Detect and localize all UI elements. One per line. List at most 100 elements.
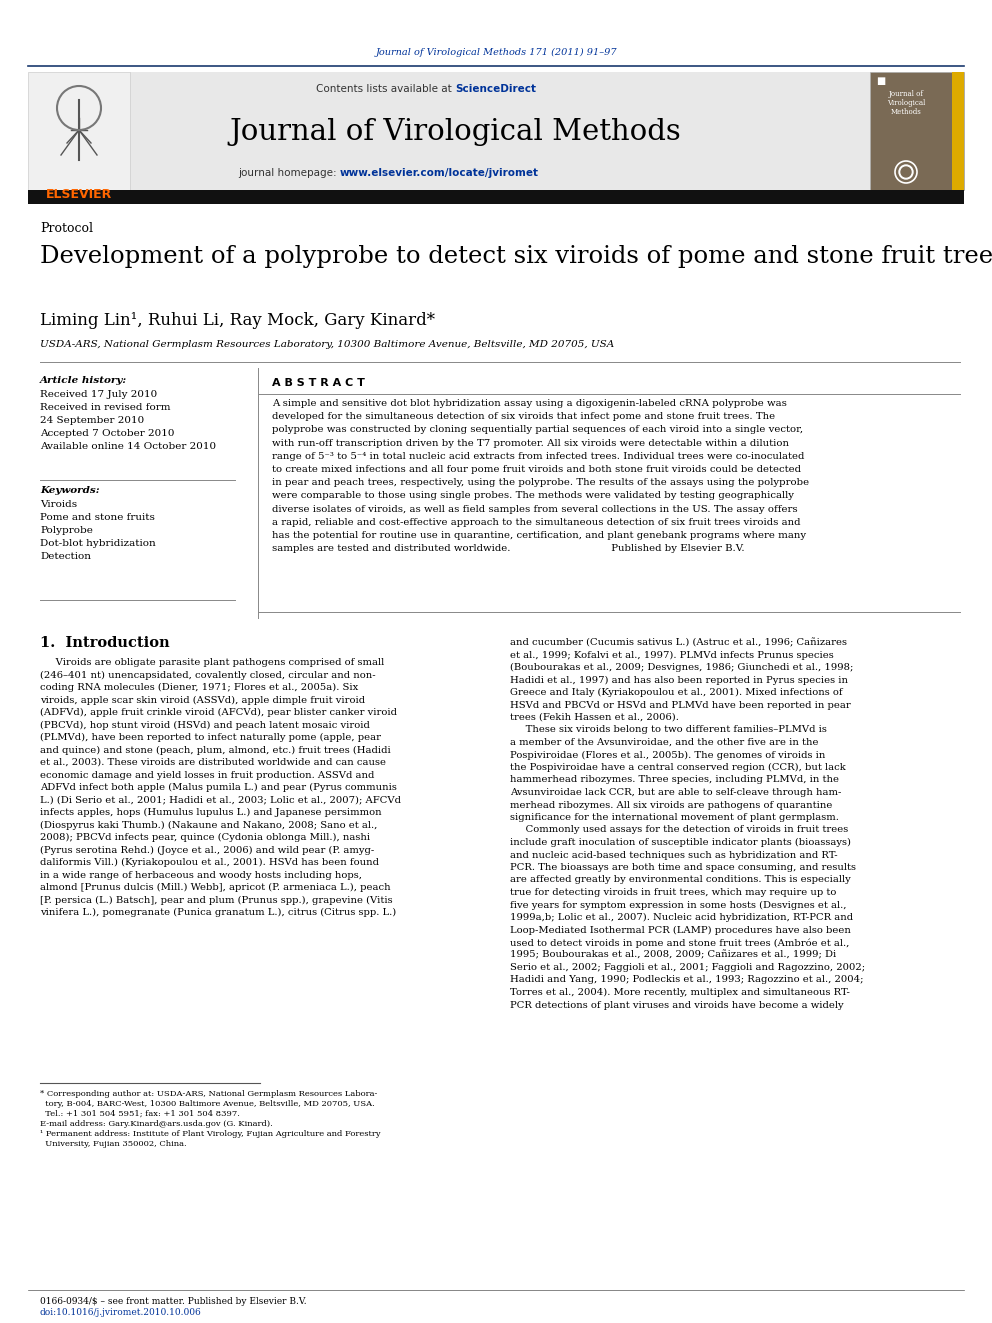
Text: [P. persica (L.) Batsch], pear and plum (Prunus spp.), grapevine (Vitis: [P. persica (L.) Batsch], pear and plum … — [40, 896, 393, 905]
Text: economic damage and yield losses in fruit production. ASSVd and: economic damage and yield losses in frui… — [40, 770, 374, 779]
Text: et al., 2003). These viroids are distributed worldwide and can cause: et al., 2003). These viroids are distrib… — [40, 758, 386, 767]
Text: Hadidi and Yang, 1990; Podleckis et al., 1993; Ragozzino et al., 2004;: Hadidi and Yang, 1990; Podleckis et al.,… — [510, 975, 863, 984]
Text: USDA-ARS, National Germplasm Resources Laboratory, 10300 Baltimore Avenue, Belts: USDA-ARS, National Germplasm Resources L… — [40, 340, 614, 349]
Text: (PLMVd), have been reported to infect naturally pome (apple, pear: (PLMVd), have been reported to infect na… — [40, 733, 381, 742]
Text: to create mixed infections and all four pome fruit viroids and both stone fruit : to create mixed infections and all four … — [272, 464, 801, 474]
Text: (Boubourakas et al., 2009; Desvignes, 1986; Giunchedi et al., 1998;: (Boubourakas et al., 2009; Desvignes, 19… — [510, 663, 853, 672]
Circle shape — [901, 167, 911, 177]
Text: Avsunviroidae lack CCR, but are able to self-cleave through ham-: Avsunviroidae lack CCR, but are able to … — [510, 789, 841, 796]
Text: Tel.: +1 301 504 5951; fax: +1 301 504 8397.: Tel.: +1 301 504 5951; fax: +1 301 504 8… — [40, 1110, 240, 1118]
Text: almond [Prunus dulcis (Mill.) Webb], apricot (P. armeniaca L.), peach: almond [Prunus dulcis (Mill.) Webb], apr… — [40, 882, 391, 892]
Text: Torres et al., 2004). More recently, multiplex and simultaneous RT-: Torres et al., 2004). More recently, mul… — [510, 988, 850, 998]
Text: infects apples, hops (Humulus lupulus L.) and Japanese persimmon: infects apples, hops (Humulus lupulus L.… — [40, 808, 382, 818]
Text: ADFVd infect both apple (Malus pumila L.) and pear (Pyrus communis: ADFVd infect both apple (Malus pumila L.… — [40, 783, 397, 792]
FancyBboxPatch shape — [28, 71, 130, 191]
Text: PCR detections of plant viruses and viroids have become a widely: PCR detections of plant viruses and viro… — [510, 1000, 843, 1009]
Text: diverse isolates of viroids, as well as field samples from several collections i: diverse isolates of viroids, as well as … — [272, 504, 798, 513]
Text: Detection: Detection — [40, 552, 91, 561]
Text: 1.  Introduction: 1. Introduction — [40, 636, 170, 650]
Circle shape — [899, 165, 913, 179]
Text: Received in revised form: Received in revised form — [40, 404, 171, 411]
Text: L.) (Di Serio et al., 2001; Hadidi et al., 2003; Lolic et al., 2007); AFCVd: L.) (Di Serio et al., 2001; Hadidi et al… — [40, 795, 401, 804]
Text: Pospiviroidae (Flores et al., 2005b). The genomes of viroids in: Pospiviroidae (Flores et al., 2005b). Th… — [510, 750, 825, 759]
Text: has the potential for routine use in quarantine, certification, and plant geneba: has the potential for routine use in qua… — [272, 531, 806, 540]
Text: HSVd and PBCVd or HSVd and PLMVd have been reported in pear: HSVd and PBCVd or HSVd and PLMVd have be… — [510, 700, 851, 709]
Text: and cucumber (Cucumis sativus L.) (Astruc et al., 1996; Cañizares: and cucumber (Cucumis sativus L.) (Astru… — [510, 638, 847, 647]
Text: Received 17 July 2010: Received 17 July 2010 — [40, 390, 158, 400]
Text: Accepted 7 October 2010: Accepted 7 October 2010 — [40, 429, 175, 438]
Text: significance for the international movement of plant germplasm.: significance for the international movem… — [510, 814, 839, 822]
Text: Journal of Virological Methods 171 (2011) 91–97: Journal of Virological Methods 171 (2011… — [375, 48, 617, 57]
Text: used to detect viroids in pome and stone fruit trees (Ambróe et al.,: used to detect viroids in pome and stone… — [510, 938, 849, 947]
Text: (246–401 nt) unencapsidated, covalently closed, circular and non-: (246–401 nt) unencapsidated, covalently … — [40, 671, 376, 680]
Text: Greece and Italy (Kyriakopoulou et al., 2001). Mixed infections of: Greece and Italy (Kyriakopoulou et al., … — [510, 688, 842, 697]
Text: include graft inoculation of susceptible indicator plants (bioassays): include graft inoculation of susceptible… — [510, 837, 851, 847]
Text: coding RNA molecules (Diener, 1971; Flores et al., 2005a). Six: coding RNA molecules (Diener, 1971; Flor… — [40, 683, 358, 692]
Text: hammerhead ribozymes. Three species, including PLMVd, in the: hammerhead ribozymes. Three species, inc… — [510, 775, 839, 785]
Text: (ADFVd), apple fruit crinkle viroid (AFCVd), pear blister canker viroid: (ADFVd), apple fruit crinkle viroid (AFC… — [40, 708, 397, 717]
Text: are affected greatly by environmental conditions. This is especially: are affected greatly by environmental co… — [510, 876, 851, 885]
Text: 2008); PBCVd infects pear, quince (Cydonia oblonga Mill.), nashi: 2008); PBCVd infects pear, quince (Cydon… — [40, 833, 370, 843]
FancyBboxPatch shape — [870, 71, 964, 191]
FancyBboxPatch shape — [952, 71, 964, 191]
Text: (Diospyrus kaki Thumb.) (Nakaune and Nakano, 2008; Sano et al.,: (Diospyrus kaki Thumb.) (Nakaune and Nak… — [40, 820, 377, 830]
Text: five years for symptom expression in some hosts (Desvignes et al.,: five years for symptom expression in som… — [510, 901, 846, 910]
Text: Journal of
Virological
Methods: Journal of Virological Methods — [887, 90, 926, 116]
Text: Dot-blot hybridization: Dot-blot hybridization — [40, 538, 156, 548]
Text: and quince) and stone (peach, plum, almond, etc.) fruit trees (Hadidi: and quince) and stone (peach, plum, almo… — [40, 745, 391, 754]
Text: viroids, apple scar skin viroid (ASSVd), apple dimple fruit viroid: viroids, apple scar skin viroid (ASSVd),… — [40, 696, 365, 705]
Text: Article history:: Article history: — [40, 376, 127, 385]
Text: 0166-0934/$ – see front matter. Published by Elsevier B.V.: 0166-0934/$ – see front matter. Publishe… — [40, 1297, 307, 1306]
Text: a member of the Avsunviroidae, and the other five are in the: a member of the Avsunviroidae, and the o… — [510, 738, 818, 747]
Text: Available online 14 October 2010: Available online 14 October 2010 — [40, 442, 216, 451]
Text: ELSEVIER: ELSEVIER — [46, 188, 112, 201]
Text: A simple and sensitive dot blot hybridization assay using a digoxigenin-labeled : A simple and sensitive dot blot hybridiz… — [272, 400, 787, 407]
Text: et al., 1999; Kofalvi et al., 1997). PLMVd infects Prunus species: et al., 1999; Kofalvi et al., 1997). PLM… — [510, 651, 833, 660]
Text: Journal of Virological Methods: Journal of Virological Methods — [229, 118, 681, 146]
Text: 24 September 2010: 24 September 2010 — [40, 415, 144, 425]
Text: Keywords:: Keywords: — [40, 486, 99, 495]
Text: in a wide range of herbaceous and woody hosts including hops,: in a wide range of herbaceous and woody … — [40, 871, 362, 880]
Text: trees (Fekih Hassen et al., 2006).: trees (Fekih Hassen et al., 2006). — [510, 713, 679, 722]
FancyBboxPatch shape — [28, 191, 964, 204]
Text: true for detecting viroids in fruit trees, which may require up to: true for detecting viroids in fruit tree… — [510, 888, 836, 897]
Text: tory, B-004, BARC-West, 10300 Baltimore Avenue, Beltsville, MD 20705, USA.: tory, B-004, BARC-West, 10300 Baltimore … — [40, 1099, 375, 1107]
Text: range of 5⁻³ to 5⁻⁴ in total nucleic acid extracts from infected trees. Individu: range of 5⁻³ to 5⁻⁴ in total nucleic aci… — [272, 451, 805, 460]
Text: Commonly used assays for the detection of viroids in fruit trees: Commonly used assays for the detection o… — [510, 826, 848, 835]
Text: These six viroids belong to two different families–PLMVd is: These six viroids belong to two differen… — [510, 725, 827, 734]
Text: Viroids: Viroids — [40, 500, 77, 509]
Text: ¹ Permanent address: Institute of Plant Virology, Fujian Agriculture and Forestr: ¹ Permanent address: Institute of Plant … — [40, 1130, 381, 1138]
Text: doi:10.1016/j.jviromet.2010.10.006: doi:10.1016/j.jviromet.2010.10.006 — [40, 1308, 201, 1316]
Text: with run-off transcription driven by the T7 promoter. All six viroids were detec: with run-off transcription driven by the… — [272, 439, 789, 447]
Text: Protocol: Protocol — [40, 222, 93, 235]
Text: polyprobe was constructed by cloning sequentially partial sequences of each viro: polyprobe was constructed by cloning seq… — [272, 426, 804, 434]
Text: the Pospiviroidae have a central conserved region (CCR), but lack: the Pospiviroidae have a central conserv… — [510, 763, 846, 773]
Text: a rapid, reliable and cost-effective approach to the simultaneous detection of s: a rapid, reliable and cost-effective app… — [272, 517, 801, 527]
Text: PCR. The bioassays are both time and space consuming, and results: PCR. The bioassays are both time and spa… — [510, 863, 856, 872]
Text: ■: ■ — [876, 75, 885, 86]
Text: merhead ribozymes. All six viroids are pathogens of quarantine: merhead ribozymes. All six viroids are p… — [510, 800, 832, 810]
Text: 1999a,b; Lolic et al., 2007). Nucleic acid hybridization, RT-PCR and: 1999a,b; Lolic et al., 2007). Nucleic ac… — [510, 913, 853, 922]
Text: Development of a polyprobe to detect six viroids of pome and stone fruit trees: Development of a polyprobe to detect six… — [40, 245, 992, 269]
Text: Loop-Mediated Isothermal PCR (LAMP) procedures have also been: Loop-Mediated Isothermal PCR (LAMP) proc… — [510, 926, 851, 934]
Text: E-mail address: Gary.Kinard@ars.usda.gov (G. Kinard).: E-mail address: Gary.Kinard@ars.usda.gov… — [40, 1121, 273, 1129]
Text: University, Fujian 350002, China.: University, Fujian 350002, China. — [40, 1140, 186, 1148]
Text: www.elsevier.com/locate/jviromet: www.elsevier.com/locate/jviromet — [340, 168, 539, 179]
Text: * Corresponding author at: USDA-ARS, National Germplasm Resources Labora-: * Corresponding author at: USDA-ARS, Nat… — [40, 1090, 377, 1098]
FancyBboxPatch shape — [130, 71, 870, 191]
Text: (PBCVd), hop stunt viroid (HSVd) and peach latent mosaic viroid: (PBCVd), hop stunt viroid (HSVd) and pea… — [40, 721, 370, 729]
Text: Hadidi et al., 1997) and has also been reported in Pyrus species in: Hadidi et al., 1997) and has also been r… — [510, 676, 848, 684]
Text: samples are tested and distributed worldwide.                               Publ: samples are tested and distributed world… — [272, 544, 745, 553]
Text: daliformis Vill.) (Kyriakopoulou et al., 2001). HSVd has been found: daliformis Vill.) (Kyriakopoulou et al.,… — [40, 859, 379, 867]
Text: Contents lists available at: Contents lists available at — [316, 83, 455, 94]
Text: Liming Lin¹, Ruhui Li, Ray Mock, Gary Kinard*: Liming Lin¹, Ruhui Li, Ray Mock, Gary Ki… — [40, 312, 435, 329]
Text: in pear and peach trees, respectively, using the polyprobe. The results of the a: in pear and peach trees, respectively, u… — [272, 478, 809, 487]
Text: ScienceDirect: ScienceDirect — [455, 83, 536, 94]
Text: 1995; Boubourakas et al., 2008, 2009; Cañizares et al., 1999; Di: 1995; Boubourakas et al., 2008, 2009; Ca… — [510, 950, 836, 959]
Text: were comparable to those using single probes. The methods were validated by test: were comparable to those using single pr… — [272, 491, 794, 500]
Text: (Pyrus serotina Rehd.) (Joyce et al., 2006) and wild pear (P. amyg-: (Pyrus serotina Rehd.) (Joyce et al., 20… — [40, 845, 374, 855]
Text: Pome and stone fruits: Pome and stone fruits — [40, 513, 155, 523]
Text: journal homepage:: journal homepage: — [238, 168, 340, 179]
Text: Serio et al., 2002; Faggioli et al., 2001; Faggioli and Ragozzino, 2002;: Serio et al., 2002; Faggioli et al., 200… — [510, 963, 865, 972]
Text: A B S T R A C T: A B S T R A C T — [272, 378, 365, 388]
